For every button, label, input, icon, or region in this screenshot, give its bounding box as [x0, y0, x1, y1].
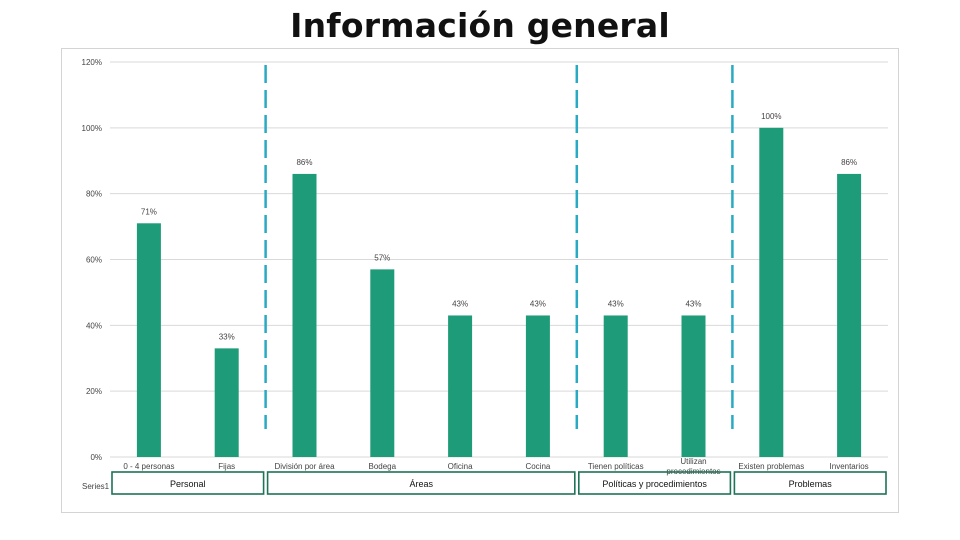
category-label: 0 - 4 personas [123, 462, 174, 471]
bar [759, 127, 784, 457]
y-tick-label: 0% [90, 453, 102, 462]
category-label: Bodega [369, 462, 397, 471]
data-label: 86% [841, 158, 857, 167]
y-tick-label: 20% [86, 387, 102, 396]
data-label: 43% [685, 299, 701, 308]
series-name-label: Series1 [82, 482, 110, 491]
group-label: Políticas y procedimientos [602, 479, 707, 489]
data-label: 86% [296, 158, 312, 167]
chart-frame: 0% 20% 40% 60% 80% 100% 120% 71% 33% 86% 57% 43% 43%… [61, 48, 899, 513]
data-label: 43% [530, 299, 546, 308]
bar [292, 173, 317, 457]
data-label: 100% [761, 112, 781, 121]
bar [370, 269, 395, 457]
y-tick-label: 80% [86, 190, 102, 199]
bar [214, 348, 239, 457]
y-tick-label: 100% [82, 124, 102, 133]
category-label: Fijas [218, 462, 235, 471]
category-label: Inventarios [830, 462, 869, 471]
group-label: Problemas [789, 479, 833, 489]
category-label: División por área [274, 462, 335, 471]
group-box [111, 471, 265, 495]
bar [837, 173, 862, 457]
data-label: 57% [374, 253, 390, 262]
bar [681, 315, 706, 457]
category-label: Utilizan [680, 457, 706, 466]
data-label: 71% [141, 207, 157, 216]
y-tick-label: 120% [82, 58, 102, 67]
y-tick-label: 60% [86, 256, 102, 265]
group-box [577, 471, 732, 495]
bar [525, 315, 550, 457]
data-label: 43% [608, 299, 624, 308]
category-label: Oficina [448, 462, 473, 471]
bar [136, 223, 161, 457]
bar-chart: 0% 20% 40% 60% 80% 100% 120% 71% 33% 86% 57% 43% 43%… [82, 58, 888, 495]
group-label: Personal [170, 479, 206, 489]
category-label: Tienen políticas [588, 462, 644, 471]
group-box [266, 471, 576, 495]
category-label: Existen problemas [738, 462, 804, 471]
y-tick-label: 40% [86, 321, 102, 330]
group-label: Áreas [409, 479, 433, 489]
bar [448, 315, 473, 457]
group-box [733, 471, 887, 495]
data-label: 33% [219, 332, 235, 341]
page-title: Información general [290, 6, 670, 45]
bar [603, 315, 628, 457]
category-label: Cocina [525, 462, 550, 471]
data-label: 43% [452, 299, 468, 308]
